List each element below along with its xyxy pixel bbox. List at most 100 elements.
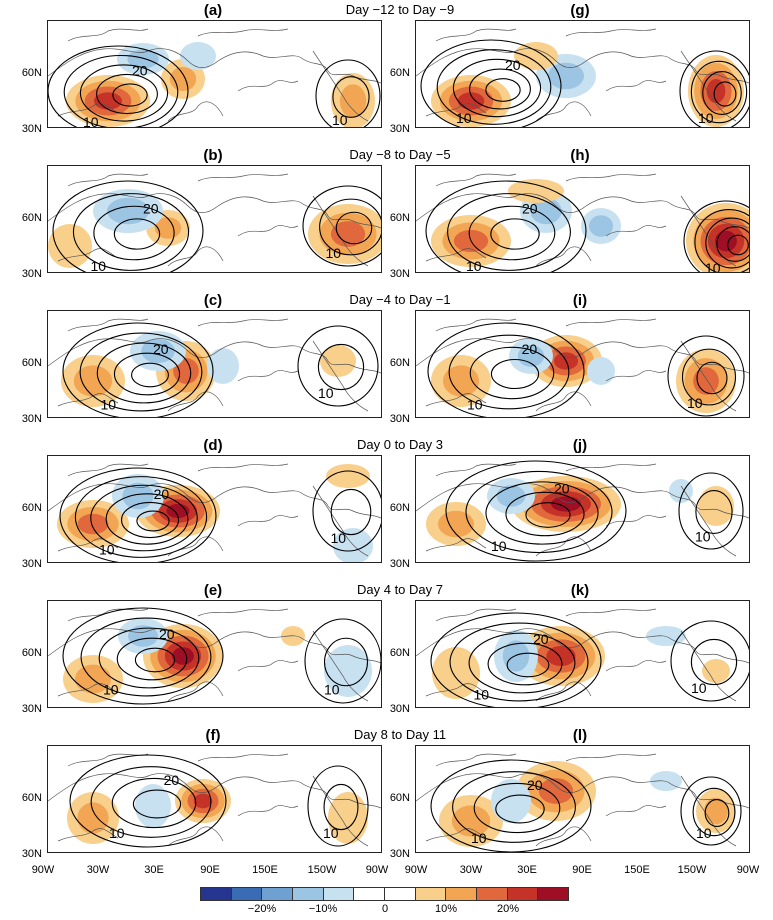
lat-label-30n-k: 30N: [389, 703, 410, 715]
contour-label-20: 20: [554, 481, 570, 497]
coastline: [435, 173, 517, 187]
contour-line: [696, 361, 728, 395]
contour-line: [705, 217, 749, 269]
colorbar-swatch: [415, 888, 447, 900]
map-panel-f: 10 20 10: [47, 745, 382, 853]
positive-anomaly-shading: [73, 365, 113, 397]
contour-line: [704, 799, 730, 827]
coastline: [312, 340, 369, 412]
contour-line: [79, 332, 203, 412]
coastline: [605, 805, 667, 817]
coastline: [416, 483, 587, 512]
coastline: [67, 318, 149, 332]
contour-line: [80, 617, 212, 697]
coastline: [680, 775, 737, 847]
map-panel-g: 10 20 10: [415, 20, 750, 128]
contour-label-10: 10: [332, 112, 348, 127]
lon-label-9: 30W: [459, 864, 483, 876]
contour-line: [111, 777, 197, 829]
coastline: [435, 28, 517, 42]
negative-anomaly-shading: [587, 357, 615, 385]
contour-label-20: 20: [522, 201, 538, 217]
panel-label-h: (h): [570, 147, 590, 164]
positive-anomaly-shading: [508, 179, 564, 203]
lon-label-2: 30W: [86, 864, 110, 876]
lon-label-7: 90W: [365, 864, 389, 876]
coastline: [57, 248, 119, 262]
lat-label-60n-d: 60N: [21, 502, 42, 514]
contour-line: [445, 460, 627, 562]
panel-label-e: (e): [203, 582, 223, 599]
coastline: [416, 193, 587, 222]
contour-label-10: 10: [331, 530, 347, 546]
contour-label-10: 10: [695, 528, 711, 544]
map-panel-d: 10 20 10: [47, 455, 382, 563]
contour-line: [505, 491, 585, 537]
map-panel-b: 10 20 10: [47, 165, 382, 273]
coastline: [565, 608, 657, 617]
contour-line: [112, 83, 148, 107]
contour-line: [319, 198, 381, 256]
coastline: [435, 753, 517, 767]
map-canvas: 10 20 10: [48, 173, 381, 272]
contour-label-10: 10: [101, 396, 117, 412]
map-panel-l: 10 20 10: [415, 745, 750, 853]
colorbar-swatch: [385, 888, 416, 900]
contour-line: [96, 73, 158, 115]
coastline: [585, 341, 749, 374]
contour-line: [420, 39, 562, 127]
map-canvas: 10 20 10: [416, 173, 749, 272]
lat-label-30n-b: 30N: [21, 268, 42, 280]
contour-line: [62, 322, 214, 417]
coastline: [237, 80, 299, 92]
contour-line: [132, 789, 182, 819]
positive-anomaly-shading: [326, 464, 370, 488]
contour-line: [116, 637, 188, 681]
colorbar-swatch: [507, 888, 539, 900]
coastline: [67, 608, 149, 622]
lon-label-10: 30E: [517, 864, 537, 876]
contour-line: [323, 783, 359, 831]
contour-label-10: 10: [324, 682, 340, 698]
lat-label-30n-f: 30N: [21, 848, 42, 860]
contour-line: [134, 647, 176, 673]
coastline: [585, 196, 749, 229]
lon-label-6: 150W: [307, 864, 337, 876]
lat-label-30n-h: 30N: [389, 268, 410, 280]
contour-line: [302, 185, 381, 267]
map-panel-i: 10 20 10: [415, 310, 750, 418]
contour-label-10: 10: [83, 114, 99, 127]
lat-label-60n-l: 60N: [389, 792, 410, 804]
coastline: [425, 393, 487, 407]
coastline: [416, 628, 587, 657]
contour-line: [90, 484, 198, 552]
contour-line: [436, 49, 552, 125]
coastline: [237, 515, 299, 527]
contour-line: [490, 218, 540, 250]
coastline: [48, 193, 219, 222]
contour-label-20: 20: [154, 486, 170, 502]
lat-label-30n-c: 30N: [21, 413, 42, 425]
panel-label-j: (j): [572, 437, 588, 454]
contour-line: [525, 502, 571, 528]
contour-line: [105, 493, 189, 545]
positive-anomaly-shading: [339, 84, 367, 118]
contour-line: [485, 78, 521, 102]
map-canvas: 10 20 10: [416, 318, 749, 417]
contour-line: [468, 632, 576, 694]
contour-line: [430, 612, 602, 707]
coastline: [237, 370, 299, 382]
contour-line: [90, 766, 212, 838]
positive-anomaly-shading: [77, 802, 109, 834]
contour-line: [136, 510, 170, 532]
panel-label-k: (k): [570, 582, 590, 599]
contour-line: [506, 652, 550, 678]
coastline: [565, 753, 657, 762]
map-panel-a: 10 20 10: [47, 20, 382, 128]
contour-line: [694, 209, 749, 272]
lon-label-12: 150E: [624, 864, 650, 876]
contour-line: [315, 59, 381, 127]
contour-label-10: 10: [687, 395, 703, 411]
coastline: [197, 753, 289, 762]
contour-label-20: 20: [533, 631, 549, 647]
